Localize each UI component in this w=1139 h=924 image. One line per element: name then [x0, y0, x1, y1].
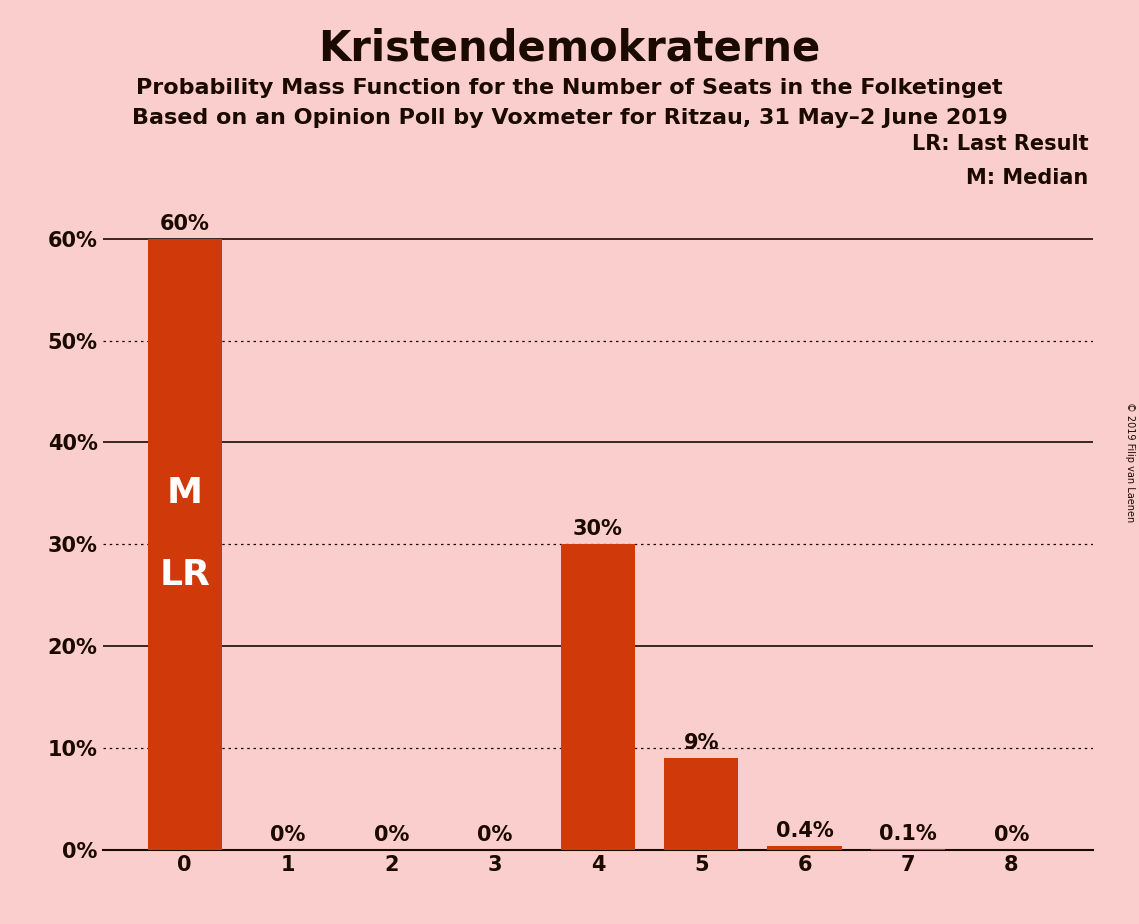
Text: 0%: 0%: [477, 825, 513, 845]
Text: © 2019 Filip van Laenen: © 2019 Filip van Laenen: [1125, 402, 1134, 522]
Bar: [870, 849, 945, 850]
Bar: [148, 238, 222, 850]
Text: 60%: 60%: [159, 213, 210, 234]
Text: 30%: 30%: [573, 519, 623, 540]
Text: 0%: 0%: [270, 825, 305, 845]
Text: 0.1%: 0.1%: [879, 824, 936, 844]
Text: Probability Mass Function for the Number of Seats in the Folketinget: Probability Mass Function for the Number…: [137, 78, 1002, 98]
Text: 9%: 9%: [683, 734, 719, 753]
Text: 0%: 0%: [374, 825, 409, 845]
Text: Kristendemokraterne: Kristendemokraterne: [319, 28, 820, 69]
Bar: [560, 544, 636, 850]
Text: 0%: 0%: [993, 825, 1029, 845]
Text: 0.4%: 0.4%: [776, 821, 834, 841]
Text: M: Median: M: Median: [966, 168, 1089, 188]
Text: Based on an Opinion Poll by Voxmeter for Ritzau, 31 May–2 June 2019: Based on an Opinion Poll by Voxmeter for…: [132, 108, 1007, 128]
Text: M: M: [166, 477, 203, 510]
Bar: [768, 846, 842, 850]
Bar: [664, 759, 738, 850]
Text: LR: Last Result: LR: Last Result: [912, 134, 1089, 153]
Text: LR: LR: [159, 558, 211, 592]
